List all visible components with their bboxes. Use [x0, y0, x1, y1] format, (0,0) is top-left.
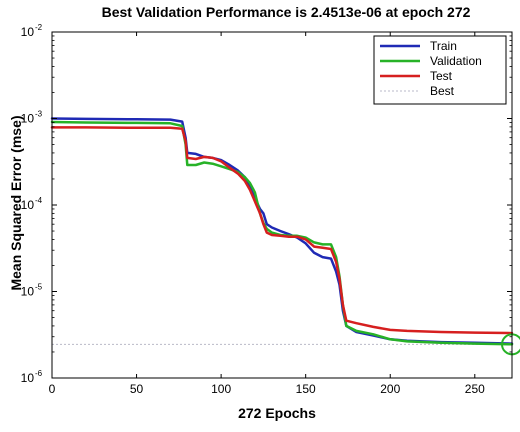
y-tick-label-exponent: -4	[35, 196, 43, 205]
y-tick-label-exponent: -2	[35, 23, 43, 32]
legend-box	[373, 35, 507, 105]
x-axis-title: 272 Epochs	[238, 405, 316, 421]
x-tick-label: 0	[49, 382, 56, 396]
plot-lines	[50, 117, 520, 356]
y-tick-label-base: 10	[21, 198, 35, 212]
x-tick-label: 100	[211, 382, 231, 396]
y-tick-label-base: 10	[21, 285, 35, 299]
legend-label-train: Train	[430, 39, 457, 53]
y-tick-label-base: 10	[21, 25, 35, 39]
series-line-test	[50, 126, 514, 335]
chart-title: Best Validation Performance is 2.4513e-0…	[102, 4, 471, 20]
x-tick-label: 50	[130, 382, 144, 396]
y-tick-label: 10 -6	[21, 369, 43, 385]
y-tick-label-base: 10	[21, 371, 35, 385]
y-axis-ticks: 10-210-310-410-510-6	[21, 23, 512, 385]
y-tick-label: 10 -5	[21, 283, 43, 299]
y-tick-label: 10 -2	[21, 23, 43, 39]
legend-label-validation: Validation	[430, 54, 482, 68]
y-tick-label-exponent: -6	[35, 369, 43, 378]
y-tick-label: 10 -4	[21, 196, 43, 212]
series-line-train	[50, 117, 514, 345]
x-tick-label: 150	[296, 382, 316, 396]
y-tick-label-base: 10	[21, 112, 35, 126]
x-tick-label: 200	[380, 382, 400, 396]
y-tick-label-exponent: -5	[35, 283, 43, 292]
legend-label-best: Best	[430, 84, 455, 98]
x-axis-ticks: 0 50 100 150 200 250	[49, 32, 485, 396]
legend-label-test: Test	[430, 69, 453, 83]
y-tick-label-exponent: -3	[35, 110, 43, 119]
y-axis-title: Mean Squared Error (mse)	[8, 115, 24, 290]
x-tick-label: 250	[465, 382, 485, 396]
y-tick-label: 10 -3	[21, 110, 43, 126]
series-line-validation	[50, 120, 514, 346]
